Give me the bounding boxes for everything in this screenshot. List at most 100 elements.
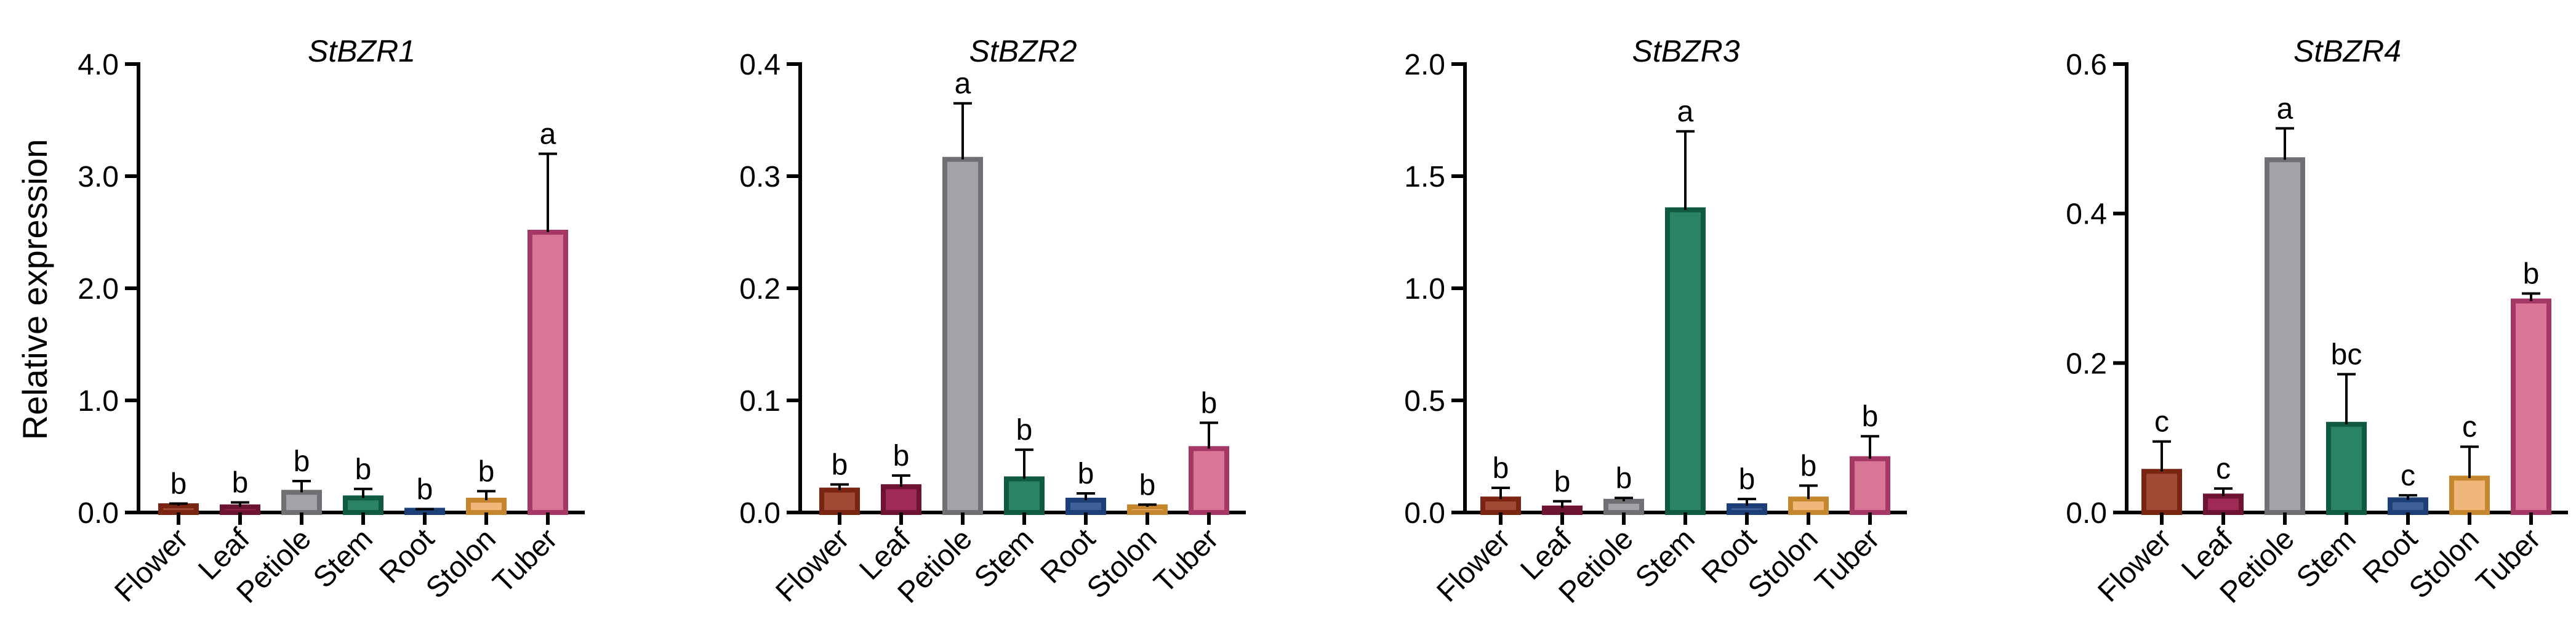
bar-tuber [1850, 456, 1890, 516]
x-tick-label-tuber: Tuber [1809, 522, 1886, 599]
significance-label: c [2401, 460, 2415, 492]
y-tick-label: 1.0 [1404, 273, 1445, 306]
y-tick-label: 0.2 [2066, 347, 2107, 380]
significance-label: b [417, 474, 433, 506]
x-tick-label-stolon: Stolon [1081, 522, 1163, 605]
bar-leaf [881, 484, 921, 516]
y-tick-label: 0.0 [739, 497, 780, 530]
significance-label: b [171, 468, 187, 500]
x-tick-label-stem: Stem [307, 522, 379, 594]
x-tick-label-stem: Stem [968, 522, 1040, 594]
bar-leaf [220, 504, 260, 516]
y-tick-label: 0.0 [1404, 497, 1445, 530]
y-tick-label: 1.5 [1404, 161, 1445, 193]
bar-petiole [2265, 157, 2305, 516]
significance-label: b [832, 449, 848, 482]
bar-root [2388, 497, 2428, 516]
bar-stem [2326, 421, 2367, 515]
y-tick-label: 1.0 [78, 385, 119, 418]
bar-stolon [466, 497, 507, 515]
bar-flower [2141, 469, 2182, 515]
significance-label: bc [2331, 339, 2362, 371]
significance-label: b [893, 440, 910, 472]
panel-stbzr2: StBZR20.00.10.20.30.4bFlowerbLeafaPetiol… [739, 34, 1246, 610]
panel-title: StBZR1 [308, 34, 415, 68]
bar-flower [1480, 496, 1521, 515]
significance-label: b [1554, 466, 1571, 498]
significance-label: b [1862, 400, 1879, 433]
bar-petiole [942, 156, 983, 515]
bar-tuber [2511, 298, 2551, 515]
bar-stolon [1788, 496, 1829, 515]
bar-stem [343, 495, 383, 516]
significance-label: b [1739, 463, 1755, 496]
panel-title: StBZR2 [969, 34, 1077, 68]
significance-label: c [2216, 453, 2231, 485]
x-tick-label-tuber: Tuber [2470, 522, 2547, 599]
y-tick-label: 2.0 [1404, 49, 1445, 81]
y-axis-label: Relative expression [15, 139, 54, 440]
significance-label: b [294, 445, 310, 478]
significance-label: b [1201, 387, 1218, 419]
x-tick-label-tuber: Tuber [487, 522, 564, 599]
panel-title: StBZR3 [1632, 34, 1739, 68]
bar-leaf [2203, 493, 2244, 515]
x-tick-label-stolon: Stolon [1742, 522, 1824, 605]
x-tick-label-stolon: Stolon [420, 522, 502, 605]
x-tick-label-flower: Flower [769, 522, 855, 608]
significance-label: b [2523, 257, 2540, 290]
significance-label: b [478, 455, 495, 488]
y-tick-label: 2.0 [78, 273, 119, 306]
panel-stbzr3: StBZR30.00.51.01.52.0bFlowerbLeafbPetiol… [1404, 34, 1907, 610]
x-tick-label-flower: Flower [108, 522, 194, 608]
bar-petiole [281, 490, 322, 515]
significance-label: b [1616, 462, 1632, 495]
significance-label: c [2462, 411, 2477, 444]
x-tick-label-tuber: Tuber [1148, 522, 1225, 599]
significance-label: a [1677, 95, 1694, 128]
significance-label: b [355, 453, 372, 486]
bar-leaf [1542, 505, 1583, 515]
x-tick-label-flower: Flower [2092, 522, 2177, 608]
bar-tuber [528, 230, 568, 515]
significance-label: c [2154, 406, 2169, 439]
bar-petiole [1603, 498, 1644, 515]
y-tick-label: 0.2 [739, 273, 780, 306]
x-tick-label-flower: Flower [1430, 522, 1516, 608]
significance-label: a [955, 68, 971, 100]
y-tick-label: 0.5 [1404, 385, 1445, 418]
y-tick-label: 4.0 [78, 49, 119, 81]
y-tick-label: 0.3 [739, 161, 780, 193]
y-tick-label: 0.4 [2066, 198, 2107, 231]
panel-title: StBZR4 [2293, 34, 2401, 68]
bar-stolon [1127, 504, 1168, 516]
significance-label: b [1493, 452, 1509, 485]
significance-label: b [1016, 414, 1033, 447]
x-tick-label-stolon: Stolon [2403, 522, 2486, 605]
y-tick-label: 0.6 [2066, 49, 2107, 81]
bar-stolon [2449, 476, 2490, 515]
x-tick-label-stem: Stem [1629, 522, 1701, 594]
y-tick-label: 0.1 [739, 385, 780, 418]
significance-label: a [2277, 92, 2293, 125]
significance-label: b [1800, 450, 1817, 482]
bar-stem [1004, 476, 1045, 516]
significance-label: b [232, 467, 249, 500]
y-tick-label: 0.0 [78, 497, 119, 530]
panel-stbzr4: StBZR40.00.20.40.6cFlowercLeafaPetiolebc… [2066, 34, 2568, 610]
bar-tuber [1189, 446, 1229, 516]
bar-flower [819, 487, 860, 515]
significance-label: b [1078, 458, 1094, 490]
bar-stem [1665, 207, 1706, 515]
panel-stbzr1: StBZR10.01.02.03.04.0bFlowerbLeafbPetiol… [78, 34, 585, 610]
significance-label: b [1139, 469, 1156, 501]
y-tick-label: 3.0 [78, 161, 119, 193]
bar-root [1065, 497, 1106, 515]
y-tick-label: 0.4 [739, 49, 780, 81]
y-tick-label: 0.0 [2066, 497, 2107, 530]
bar-flower [158, 503, 199, 516]
x-tick-label-stem: Stem [2290, 522, 2362, 594]
bar-root [404, 508, 445, 515]
significance-label: a [540, 118, 556, 151]
